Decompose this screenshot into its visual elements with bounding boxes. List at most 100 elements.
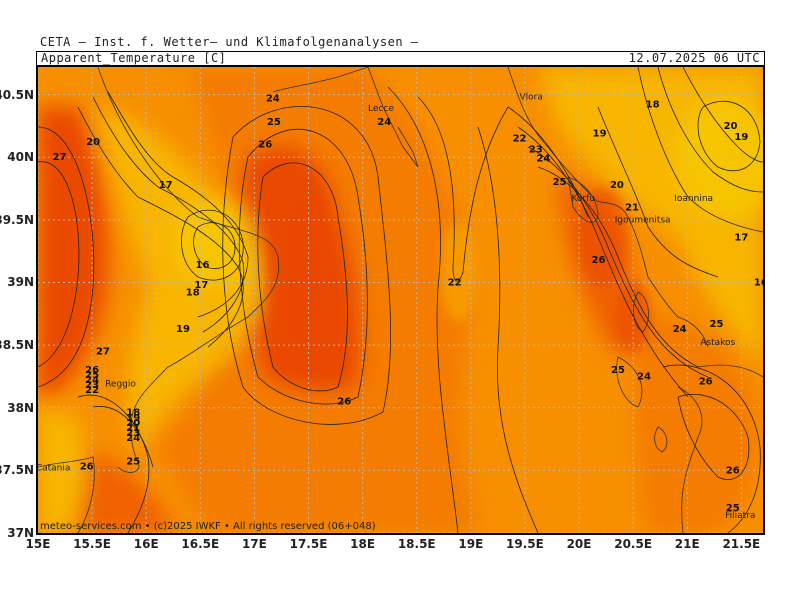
contour-value-label: 25 xyxy=(710,319,724,330)
lat-tick-label: 38N xyxy=(7,400,34,415)
coast-corfu xyxy=(567,176,599,223)
field-hot-corfu xyxy=(578,187,628,287)
lat-tick-label: 37N xyxy=(7,526,34,540)
lat-tick-label: 38.5N xyxy=(0,338,34,353)
temperature-field xyxy=(38,67,763,533)
lat-tick-label: 39.5N xyxy=(0,212,34,227)
isotherm-22-mid xyxy=(477,126,539,533)
contour-value-label: 24 xyxy=(637,371,651,382)
contour-value-label: 24 xyxy=(377,117,391,128)
place-name-label: Vlora xyxy=(520,93,543,103)
place-name-label: Filiatra xyxy=(725,511,755,521)
place-name-label: Ioannina xyxy=(674,194,713,204)
lon-tick-label: 17E xyxy=(241,537,267,551)
contour-value-label: 22 xyxy=(448,277,462,288)
contour-value-label: 25 xyxy=(267,117,281,128)
isotherm-18-calabria xyxy=(107,91,249,318)
isotherms xyxy=(38,67,763,533)
contour-value-label: 20 xyxy=(724,121,738,132)
field-cool-sicily xyxy=(38,407,86,533)
contour-value-label: 19 xyxy=(176,324,190,335)
coast-peloponnese xyxy=(677,386,703,533)
contour-value-label: 18 xyxy=(186,287,200,298)
lon-tick-label: 21E xyxy=(674,537,700,551)
lon-tick-label: 15E xyxy=(25,537,51,551)
contour-value-label: 23 xyxy=(85,380,99,391)
isotherm-25-greece xyxy=(537,166,699,368)
field-cool-calabria xyxy=(98,107,265,447)
contour-value-label: 25 xyxy=(726,503,740,514)
isotherm-16-sila xyxy=(193,222,236,269)
lon-tick-label: 20.5E xyxy=(614,537,653,551)
place-name-label: Catania xyxy=(38,463,70,473)
contour-value-label: 22 xyxy=(85,385,99,396)
isotherm-24-greece xyxy=(527,146,709,378)
contour-value-label: 26 xyxy=(85,365,99,376)
contour-value-label: 25 xyxy=(611,365,625,376)
contour-value-label: 26 xyxy=(80,462,94,473)
isotherm-25-south-it xyxy=(92,406,154,468)
lat-tick-label: 40N xyxy=(7,150,34,165)
contour-value-label: 21 xyxy=(126,423,140,434)
lon-tick-label: 19E xyxy=(458,537,484,551)
contour-value-label: 18 xyxy=(646,100,660,111)
contour-value-label: 25 xyxy=(85,370,99,381)
coast-lefkada xyxy=(633,291,649,333)
lat-tick-label: 37.5N xyxy=(0,463,34,478)
contour-labels: 2425262420271716171819272625242322181920… xyxy=(53,93,763,514)
header-source: CETA – Inst. f. Wetter– und Klimafolgena… xyxy=(40,35,419,49)
field-warm-peloponnese xyxy=(633,315,759,533)
coast-salento xyxy=(367,67,419,168)
contour-value-label: 23 xyxy=(126,428,140,439)
field-warm-south xyxy=(78,447,178,533)
field-hot-taranto-core xyxy=(268,187,332,367)
isotherm-20-epirus xyxy=(637,67,763,233)
contour-value-label: 22 xyxy=(513,133,527,144)
contour-value-label: 17 xyxy=(194,280,208,291)
isotherm-17-sila xyxy=(181,209,244,281)
contour-value-label: 25 xyxy=(126,457,140,468)
lat-tick-label: 39N xyxy=(7,275,34,290)
contour-value-label: 24 xyxy=(266,93,280,104)
contour-value-label: 24 xyxy=(536,153,550,164)
isotherm-20-calabria xyxy=(77,106,244,348)
contour-value-label: 24 xyxy=(673,324,687,335)
coast-calabria xyxy=(97,67,280,473)
graticule xyxy=(38,67,763,533)
contour-value-label: 18 xyxy=(126,408,140,419)
contour-value-label: 20 xyxy=(610,180,624,191)
isotherm-24-south-it xyxy=(77,394,150,533)
isotherm-24-taranto xyxy=(222,106,392,425)
contour-value-label: 26 xyxy=(592,255,606,266)
contour-value-label: 24 xyxy=(85,375,99,386)
isotherm-25-taranto xyxy=(238,128,368,405)
place-name-label: Igoumenitsa xyxy=(615,215,671,225)
product-title: Apparent_Temperature [C] xyxy=(41,51,227,65)
contour-value-label: 20 xyxy=(86,137,100,148)
lon-tick-label: 18.5E xyxy=(397,537,436,551)
isotherm-18-epirus xyxy=(682,67,763,163)
contour-value-label: 27 xyxy=(96,346,110,357)
contour-value-label: 20 xyxy=(126,418,140,429)
weather-map: 24 25 26 24 20 27 17 16 17 18 19 27 26 25 24 23 22 18 19 20… xyxy=(36,65,765,535)
lon-tick-label: 18E xyxy=(350,537,376,551)
coast-gulf-patras xyxy=(697,364,763,378)
isotherm-25-peloponnese xyxy=(662,364,761,533)
contour-value-label: 23 xyxy=(529,145,543,156)
contour-value-label: 19 xyxy=(593,128,607,139)
isotherm-26-peloponnese xyxy=(677,394,750,480)
coast-kefalonia xyxy=(616,356,643,408)
place-name-label: Reggio xyxy=(105,379,136,389)
valid-time: 12.07.2025 06 UTC xyxy=(628,51,760,65)
lon-tick-label: 20E xyxy=(566,537,592,551)
contour-value-label: 26 xyxy=(726,465,740,476)
contour-value-label: 26 xyxy=(337,396,351,407)
contour-value-label: 17 xyxy=(734,232,748,243)
contour-value-label: 19 xyxy=(126,413,140,424)
place-name-label: Astakos xyxy=(700,338,735,348)
contour-value-label: 16 xyxy=(754,277,763,288)
isotherm-19-epirus xyxy=(657,67,763,193)
contour-value-label: 21 xyxy=(625,202,639,213)
contour-value-label: 27 xyxy=(53,152,67,163)
isotherm-26-taranto xyxy=(257,162,348,392)
